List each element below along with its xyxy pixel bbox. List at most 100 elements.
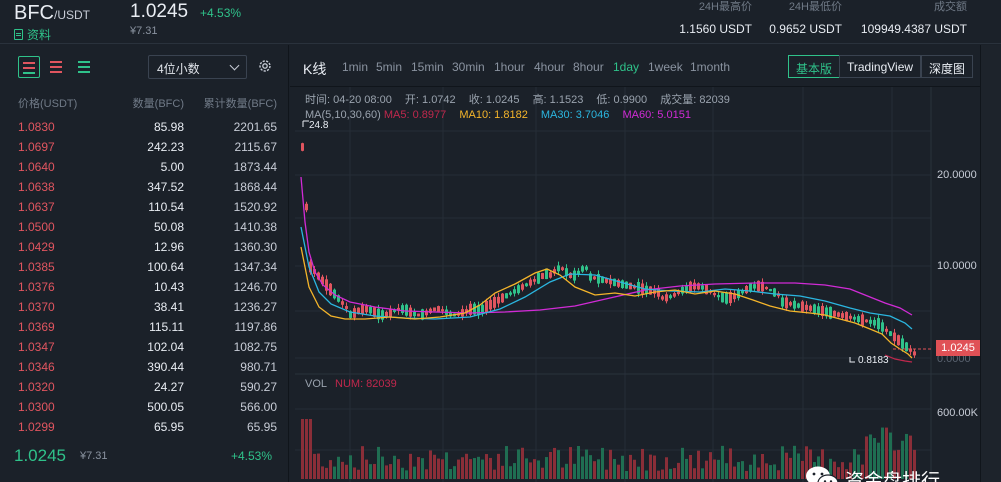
- volume-bar: [833, 461, 836, 479]
- candle-body: [309, 261, 312, 273]
- volume-bar: [769, 465, 772, 479]
- ask-row[interactable]: 1.0697 242.23 2115.67: [0, 137, 289, 157]
- interval-8hour[interactable]: 8hour: [573, 60, 604, 74]
- volume-bar: [753, 454, 756, 479]
- ask-row[interactable]: 1.0500 50.08 1410.38: [0, 217, 289, 237]
- volume-bar: [385, 465, 388, 479]
- ask-cumulative: 2115.67: [234, 140, 278, 154]
- ask-row[interactable]: 1.0369 115.11 1197.86: [0, 317, 289, 337]
- ask-amount: 5.00: [160, 160, 184, 174]
- ask-row[interactable]: 1.0830 85.98 2201.65: [0, 117, 289, 137]
- stat-value: 1.1560 USDT: [679, 22, 752, 36]
- candle-body: [833, 310, 836, 317]
- ask-row[interactable]: 1.0346 390.44 980.71: [0, 357, 289, 377]
- volume-bar: [849, 462, 852, 479]
- volume-bar: [353, 467, 356, 479]
- decimal-select[interactable]: 4位小数: [148, 55, 247, 79]
- chevron-down-icon: [229, 60, 240, 71]
- order-book-header: 价格(USDT) 数量(BFC) 累计数量(BFC): [0, 95, 289, 111]
- ohlc-time: 时间: 04-20 08:00: [305, 94, 392, 106]
- volume-bar: [669, 468, 672, 479]
- ask-price: 1.0640: [18, 160, 55, 174]
- volume-bar: [373, 463, 376, 479]
- volume-bar: [665, 457, 668, 479]
- pair-quote: /USDT: [54, 8, 90, 22]
- interval-1min[interactable]: 1min: [342, 60, 369, 74]
- ask-cumulative: 1082.75: [233, 340, 277, 354]
- view-icon-bar: [50, 61, 62, 63]
- volume-bar: [313, 453, 316, 479]
- candle-body: [653, 288, 656, 294]
- volume-bar: [405, 470, 408, 479]
- ma10-value: MA10: 1.8182: [459, 109, 528, 121]
- volume-bar: [517, 449, 520, 479]
- gear-icon[interactable]: [257, 58, 273, 74]
- volume-bar: [697, 450, 700, 479]
- ask-amount: 24.27: [153, 380, 184, 394]
- volume-bar: [465, 453, 468, 479]
- interval-1hour[interactable]: 1hour: [494, 60, 525, 74]
- interval-1day[interactable]: 1day: [613, 60, 640, 74]
- mode-tradingview-button[interactable]: TradingView: [839, 55, 922, 78]
- mode-basic-button[interactable]: 基本版: [788, 55, 841, 78]
- view-icon-bar: [23, 67, 35, 69]
- ask-row[interactable]: 1.0299 65.95 65.95: [0, 417, 289, 437]
- volume-bar: [529, 462, 532, 479]
- candle-body: [873, 319, 876, 326]
- candle-body: [901, 338, 904, 349]
- kline-title: K线: [303, 61, 327, 77]
- volume-bar: [557, 450, 560, 479]
- view-both-button[interactable]: [18, 56, 40, 78]
- volume-bar: [381, 456, 384, 479]
- wechat-icon: [806, 466, 839, 482]
- ask-row[interactable]: 1.0385 100.64 1347.34: [0, 257, 289, 277]
- volume-bar: [729, 448, 732, 479]
- ask-row[interactable]: 1.0300 500.05 566.00: [0, 397, 289, 417]
- ask-row[interactable]: 1.0637 110.54 1520.92: [0, 197, 289, 217]
- candle-body: [909, 348, 912, 352]
- ask-row[interactable]: 1.0320 24.27 590.27: [0, 377, 289, 397]
- volume-bar: [337, 456, 340, 479]
- volume-bar: [365, 459, 368, 479]
- volume-bar: [741, 461, 744, 479]
- mode-depth-button[interactable]: 深度图: [921, 55, 974, 78]
- interval-15min[interactable]: 15min: [411, 60, 444, 74]
- interval-1week[interactable]: 1week: [648, 60, 683, 74]
- ask-cumulative: 65.95: [246, 420, 277, 434]
- stat-24h-low: 24H最低价 0.9652 USDT: [769, 0, 842, 36]
- ask-row[interactable]: 1.0640 5.00 1873.44: [0, 157, 289, 177]
- ask-row[interactable]: 1.0376 10.43 1246.70: [0, 277, 289, 297]
- interval-5min[interactable]: 5min: [376, 60, 403, 74]
- view-bids-button[interactable]: [74, 56, 96, 78]
- interval-30min[interactable]: 30min: [452, 60, 485, 74]
- ohlc-close: 收: 1.0245: [468, 94, 520, 106]
- min-label: 0.8183: [858, 355, 889, 366]
- interval-1month[interactable]: 1month: [690, 60, 731, 74]
- kline-plot[interactable]: 时间: 04-20 08:00 开: 1.0742 收: 1.0245 高: 1…: [295, 87, 1001, 482]
- interval-4hour[interactable]: 4hour: [534, 60, 565, 74]
- view-asks-button[interactable]: [46, 56, 68, 78]
- volume-bar: [857, 454, 860, 479]
- candle-body: [821, 305, 824, 317]
- pair-title[interactable]: BFC/USDT: [14, 2, 90, 25]
- ask-row[interactable]: 1.0429 12.96 1360.30: [0, 237, 289, 257]
- ask-row[interactable]: 1.0370 38.41 1236.27: [0, 297, 289, 317]
- ask-row[interactable]: 1.0638 347.52 1868.44: [0, 177, 289, 197]
- ohlc-high: 高: 1.1523: [532, 94, 584, 106]
- candle-body: [625, 281, 628, 289]
- candle-body: [405, 304, 408, 316]
- volume-bar: [325, 467, 328, 479]
- candle-body: [597, 274, 600, 284]
- candle-body: [697, 283, 700, 290]
- ask-cumulative: 1360.30: [233, 240, 277, 254]
- ask-cumulative: 1410.38: [233, 220, 277, 234]
- volume-bar: [793, 445, 796, 479]
- volume-bar: [693, 468, 696, 479]
- info-link[interactable]: 资料: [14, 26, 51, 43]
- ask-row[interactable]: 1.0347 102.04 1082.75: [0, 337, 289, 357]
- candle-body: [525, 283, 528, 287]
- current-price-tag: 1.0245: [936, 340, 980, 356]
- ask-amount: 347.52: [147, 180, 184, 194]
- candle-body: [857, 316, 860, 323]
- candle-body: [569, 272, 572, 279]
